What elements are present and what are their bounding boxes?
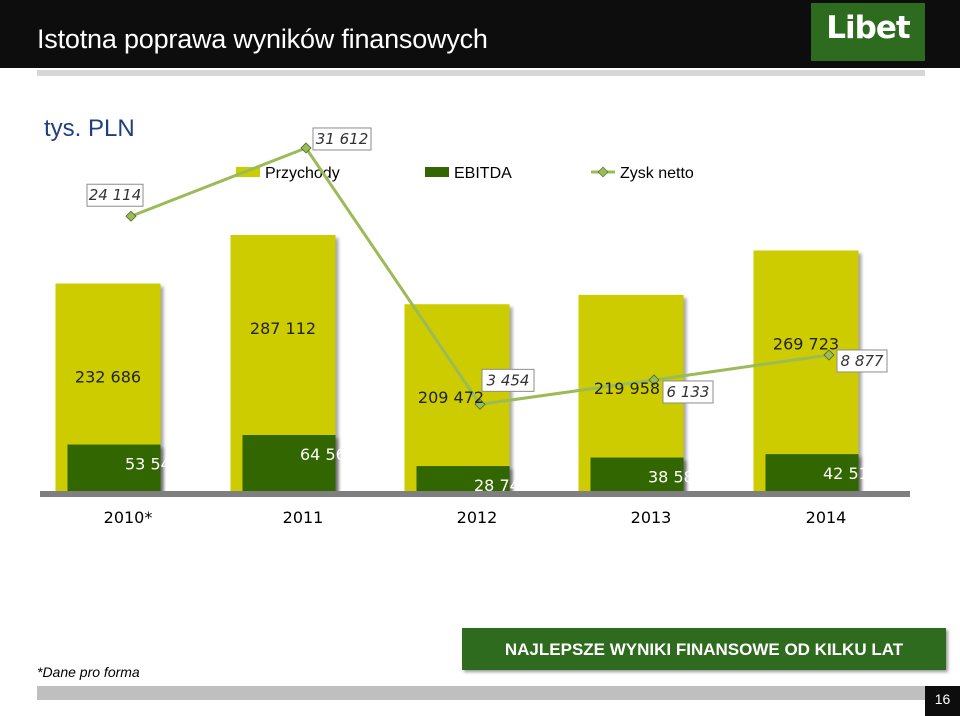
point-zysk	[300, 142, 312, 154]
logo-text: Libet	[826, 10, 910, 46]
data-label-zysk: 8 877	[841, 352, 884, 370]
legend-swatch-ebitda	[425, 167, 449, 177]
data-label-przychody: 232 686	[75, 368, 141, 387]
banner-text: NAJLEPSZE WYNIKI FINANSOWE OD KILKU LAT	[504, 640, 904, 659]
data-label-przychody: 287 112	[250, 319, 316, 338]
legend-label-zysk: Zysk netto	[620, 165, 694, 182]
data-label-box-zysk	[86, 183, 144, 207]
footer-bar	[37, 686, 925, 700]
data-label-zysk: 31 612	[316, 130, 369, 148]
tick-label: 2013	[631, 508, 672, 527]
footnote: *Dane pro forma	[37, 664, 140, 680]
point-zysk	[125, 210, 137, 222]
header-divider	[37, 70, 925, 76]
point-zysk	[648, 374, 660, 386]
bar-ebitda	[765, 454, 859, 491]
libet-logo: Libet	[811, 3, 925, 61]
legend-label-ebitda: EBITDA	[454, 165, 512, 182]
summary-banner: NAJLEPSZE WYNIKI FINANSOWE OD KILKU LAT	[462, 628, 946, 670]
data-label-box-zysk	[312, 127, 372, 151]
bar-ebitda	[67, 444, 161, 491]
data-label-ebitda: 42 511	[823, 464, 879, 483]
data-label-ebitda: 38 584	[648, 468, 704, 487]
data-label-przychody: 219 958	[594, 379, 660, 398]
header-bar: Istotna poprawa wyników finansowych Libe…	[0, 0, 960, 68]
data-label-ebitda: 64 561	[300, 445, 356, 464]
data-label-ebitda: 28 745	[474, 476, 530, 495]
bar-ebitda	[416, 466, 510, 491]
bar-przychody	[404, 304, 510, 491]
unit-label: tys. PLN	[44, 115, 135, 142]
data-label-przychody: 269 723	[773, 335, 839, 354]
data-label-przychody: 209 472	[418, 388, 484, 407]
page-number: 16	[925, 686, 960, 716]
data-label-zysk: 24 114	[89, 186, 142, 204]
bar-ebitda	[242, 435, 336, 491]
bar-ebitda	[590, 457, 684, 491]
data-label-box-zysk	[481, 368, 535, 392]
tick-label: 2010*	[104, 508, 153, 527]
data-label-zysk: 6 133	[667, 383, 710, 401]
point-zysk	[823, 349, 835, 361]
legend-marker-zysk	[597, 166, 609, 178]
page-title: Istotna poprawa wyników finansowych	[37, 24, 488, 54]
tick-label: 2012	[457, 508, 498, 527]
data-label-box-zysk	[662, 380, 714, 404]
tick-label: 2014	[806, 508, 847, 527]
x-axis-line	[40, 491, 910, 497]
tick-label: 2011	[283, 508, 324, 527]
data-label-box-zysk	[836, 349, 888, 373]
data-label-ebitda: 53 540	[125, 455, 181, 474]
data-label-zysk: 3 454	[487, 371, 530, 389]
point-zysk	[474, 398, 486, 410]
